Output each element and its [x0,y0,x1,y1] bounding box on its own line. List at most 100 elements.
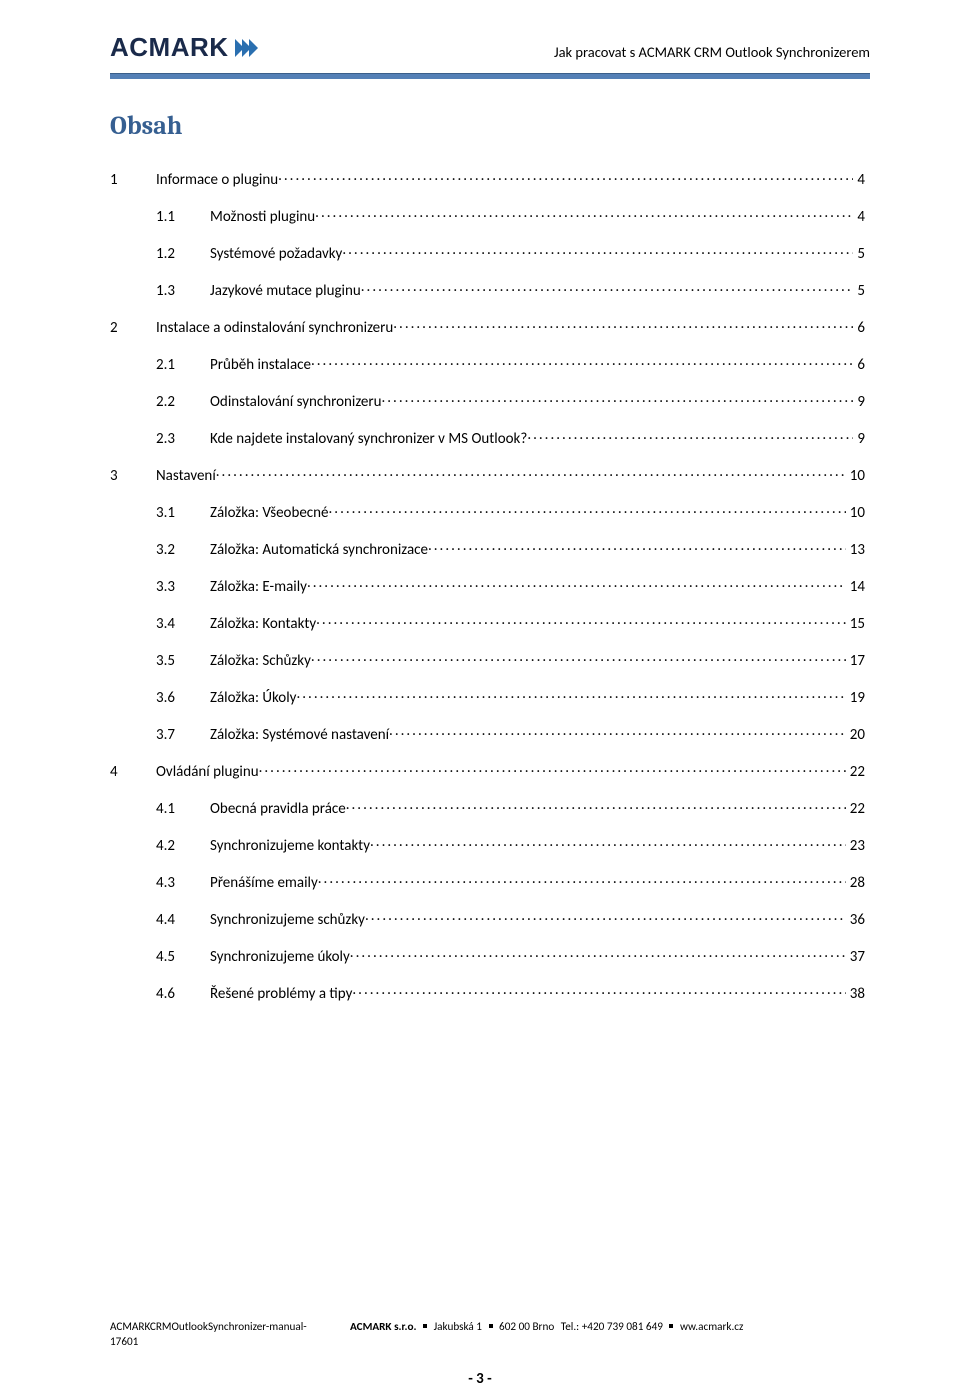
toc-entry-page: 10 [846,506,865,521]
footer-contact: ACMARK s.r.o. Jakubská 1 602 00 Brno Tel… [350,1320,875,1334]
toc-entry[interactable]: 4.3Přenášíme emaily 28 [110,872,865,891]
toc-entry-page: 38 [846,987,865,1002]
toc-entry-number: 4.1 [156,802,210,817]
toc-leader-dots [381,391,853,406]
toc-entry[interactable]: 3.1Záložka: Všeobecné 10 [110,502,865,521]
toc-entry[interactable]: 3Nastavení 10 [110,465,865,484]
toc-entry-title: Záložka: Všeobecné [210,506,329,521]
toc-entry-number: 2.2 [156,395,210,410]
logo-chevrons-icon [235,39,258,57]
toc-entry-page: 6 [853,358,865,373]
toc-leader-dots [318,872,846,887]
toc-entry-title: Informace o pluginu [156,173,278,188]
toc-entry-page: 37 [846,950,865,965]
footer-web: ww.acmark.cz [680,1320,744,1334]
toc-entry-title: Obecná pravidla práce [210,802,346,817]
toc-entry-title: Kde najdete instalovaný synchronizer v M… [210,432,527,447]
toc-entry-title: Záložka: Automatická synchronizace [210,543,428,558]
toc-entry-page: 20 [846,728,865,743]
toc-entry-page: 5 [853,247,865,262]
footer-tel: Tel.: +420 739 081 649 [561,1320,663,1334]
toc-entry-title: Jazykové mutace pluginu [210,284,361,299]
toc-entry-page: 10 [846,469,865,484]
toc-entry-page: 19 [846,691,865,706]
toc-entry-title: Záložka: E-maily [210,580,307,595]
toc-heading: Obsah [110,111,865,141]
table-of-contents: 1Informace o pluginu 4 1.1Možnosti plugin… [110,169,865,1002]
toc-entry-number: 4.2 [156,839,210,854]
bullet-icon [489,1324,493,1328]
toc-entry-title: Synchronizujeme úkoly [210,950,350,965]
toc-leader-dots [428,539,846,554]
toc-entry[interactable]: 3.6Záložka: Úkoly 19 [110,687,865,706]
toc-entry-page: 15 [846,617,865,632]
toc-leader-dots [393,317,853,332]
toc-entry-page: 28 [846,876,865,891]
footer-address: Jakubská 1 [434,1320,482,1334]
toc-entry-page: 6 [853,321,865,336]
toc-entry-number: 2 [110,321,156,336]
toc-entry[interactable]: 2.3Kde najdete instalovaný synchronizer … [110,428,865,447]
toc-entry[interactable]: 4.6Řešené problémy a tipy 38 [110,983,865,1002]
toc-entry-title: Záložka: Schůzky [210,654,311,669]
toc-entry[interactable]: 4.5Synchronizujeme úkoly 37 [110,946,865,965]
toc-entry[interactable]: 1.3Jazykové mutace pluginu 5 [110,280,865,299]
toc-entry[interactable]: 4Ovládání pluginu 22 [110,761,865,780]
toc-entry-number: 3.6 [156,691,210,706]
toc-entry-number: 3.1 [156,506,210,521]
page-number: - 3 - [0,1370,960,1388]
toc-entry[interactable]: 2.1Průběh instalace 6 [110,354,865,373]
toc-leader-dots [350,946,846,961]
toc-entry[interactable]: 1.2Systémové požadavky 5 [110,243,865,262]
toc-leader-dots [389,724,846,739]
toc-entry[interactable]: 3.7Záložka: Systémové nastavení 20 [110,724,865,743]
toc-entry[interactable]: 1Informace o pluginu 4 [110,169,865,188]
toc-entry-title: Řešené problémy a tipy [210,987,352,1002]
page-footer: ACMARKCRMOutlookSynchronizer-manual- 176… [110,1320,875,1350]
toc-entry[interactable]: 4.2Synchronizujeme kontakty 23 [110,835,865,854]
toc-entry-page: 9 [853,395,865,410]
toc-leader-dots [352,983,845,998]
toc-entry[interactable]: 3.5Záložka: Schůzky 17 [110,650,865,669]
toc-leader-dots [311,650,846,665]
footer-company: ACMARK s.r.o. [350,1320,417,1334]
toc-entry-title: Průběh instalace [210,358,311,373]
toc-entry[interactable]: 2.2Odinstalování synchronizeru 9 [110,391,865,410]
logo-text: ACMARK [110,32,229,63]
toc-entry-number: 1.2 [156,247,210,262]
toc-leader-dots [527,428,853,443]
toc-entry[interactable]: 4.4Synchronizujeme schůzky 36 [110,909,865,928]
toc-leader-dots [259,761,846,776]
toc-entry-number: 3.3 [156,580,210,595]
toc-entry-title: Přenášíme emaily [210,876,318,891]
toc-entry-page: 13 [846,543,865,558]
toc-entry-number: 4 [110,765,156,780]
footer-doc-id: ACMARKCRMOutlookSynchronizer-manual- 176… [110,1320,330,1350]
toc-leader-dots [329,502,846,517]
page: ACMARK Jak pracovat s ACMARK CRM Outlook… [0,0,960,1396]
toc-entry-number: 1.1 [156,210,210,225]
toc-entry[interactable]: 3.2Záložka: Automatická synchronizace 13 [110,539,865,558]
toc-entry-title: Synchronizujeme kontakty [210,839,370,854]
toc-leader-dots [296,687,845,702]
toc-entry-title: Odinstalování synchronizeru [210,395,381,410]
toc-entry-number: 3.5 [156,654,210,669]
toc-entry-page: 22 [846,802,865,817]
toc-entry-title: Instalace a odinstalování synchronizeru [156,321,393,336]
toc-entry[interactable]: 3.4Záložka: Kontakty 15 [110,613,865,632]
toc-entry-page: 14 [846,580,865,595]
toc-entry[interactable]: 4.1Obecná pravidla práce 22 [110,798,865,817]
toc-entry[interactable]: 3.3Záložka: E-maily 14 [110,576,865,595]
toc-entry-number: 1 [110,173,156,188]
toc-entry[interactable]: 2Instalace a odinstalování synchronizeru… [110,317,865,336]
toc-entry-title: Záložka: Kontakty [210,617,316,632]
toc-leader-dots [361,280,854,295]
toc-entry[interactable]: 1.1Možnosti pluginu 4 [110,206,865,225]
toc-entry-title: Nastavení [156,469,216,484]
toc-entry-page: 17 [846,654,865,669]
toc-entry-number: 2.3 [156,432,210,447]
toc-entry-number: 4.6 [156,987,210,1002]
toc-entry-number: 3.2 [156,543,210,558]
toc-entry-number: 2.1 [156,358,210,373]
toc-entry-page: 5 [853,284,865,299]
